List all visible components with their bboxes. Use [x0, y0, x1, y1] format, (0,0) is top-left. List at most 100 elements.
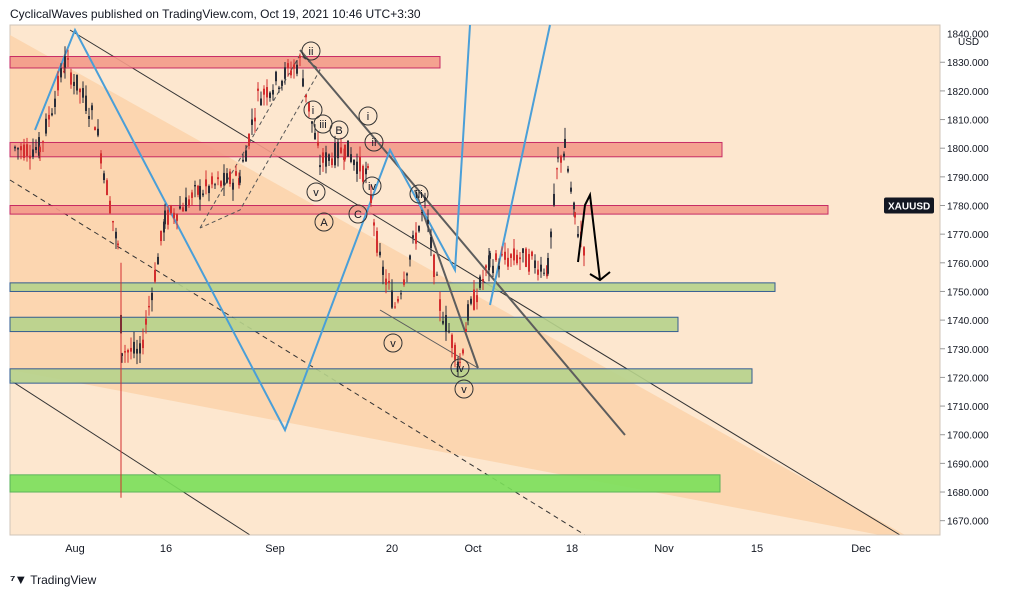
wave-label-circle	[454, 379, 474, 399]
candle-body	[60, 68, 62, 78]
candle-body	[340, 147, 342, 153]
candle-body	[325, 152, 327, 167]
candle-body	[344, 144, 346, 160]
wave-label: i	[367, 111, 369, 123]
candle-body	[73, 81, 75, 86]
candle-body	[379, 251, 381, 256]
candle-body	[540, 264, 542, 272]
candle-body	[160, 230, 162, 242]
candle-body	[130, 347, 132, 352]
candle-body	[57, 75, 59, 91]
candle-body	[272, 89, 274, 95]
candle-body	[311, 121, 313, 124]
wave-label: v	[461, 384, 467, 396]
y-tick-label: 1680.000	[947, 488, 989, 499]
forecast-arrow	[577, 191, 611, 282]
candle-body	[488, 255, 490, 271]
candle-body	[76, 74, 78, 91]
candle-body	[164, 210, 166, 225]
candle-body	[94, 127, 96, 131]
candle-body	[522, 248, 524, 253]
last-price-tag: XAUUSD	[884, 197, 934, 214]
candle-body	[448, 330, 450, 333]
y-tick-label: 1810.000	[947, 116, 989, 127]
wave-label: iv	[456, 363, 464, 375]
candle-body	[54, 98, 56, 107]
candle-body	[498, 265, 500, 270]
candle-body	[525, 248, 527, 267]
candle-body	[577, 233, 579, 237]
candle-body	[421, 211, 423, 213]
wave-label-circle	[329, 120, 349, 140]
wave-label: A	[320, 217, 328, 229]
candle-body	[359, 156, 361, 172]
y-tick-label: 1740.000	[947, 316, 989, 327]
wave-label: ii	[309, 46, 314, 58]
candle-body	[473, 289, 475, 310]
candle-body	[167, 209, 169, 225]
candle-body	[451, 334, 453, 348]
candle-body	[148, 305, 150, 308]
candle-body	[482, 278, 484, 282]
strong_support-zone	[9, 474, 721, 493]
trend-line-wave	[414, 189, 479, 369]
candle-body	[476, 295, 478, 303]
y-tick-label: 1670.000	[947, 517, 989, 528]
candle-body	[485, 265, 487, 268]
x-tick-label: Sep	[265, 543, 285, 555]
candle-body	[418, 225, 420, 232]
forecast-path	[577, 191, 601, 281]
candle-body	[205, 179, 207, 187]
y-tick-label: 1730.000	[947, 345, 989, 356]
candle-body	[537, 269, 539, 275]
currency-label: USD	[958, 37, 979, 48]
support-zone	[9, 316, 679, 333]
publisher-header: CyclicalWaves published on TradingView.c…	[10, 7, 421, 21]
candle-body	[127, 350, 129, 353]
candle-body	[501, 254, 503, 256]
wave-label-circle	[362, 176, 382, 196]
footer-brand: TradingView	[30, 572, 97, 587]
candle-body	[556, 168, 558, 170]
y-tick-label: 1710.000	[947, 402, 989, 413]
candle-body	[176, 213, 178, 221]
resistance-zone	[9, 56, 441, 69]
wave-label: v	[313, 187, 319, 199]
candle-body	[412, 235, 414, 238]
candle-body	[266, 87, 268, 98]
candle-body	[516, 254, 518, 264]
y-tick-label: 1760.000	[947, 259, 989, 270]
candle-body	[100, 153, 102, 164]
wave-label-circle	[383, 333, 403, 353]
candle-body	[226, 173, 228, 183]
candle-body	[513, 248, 515, 261]
candle-body	[275, 71, 277, 82]
candle-body	[528, 254, 530, 272]
resistance-zone	[9, 141, 723, 158]
candle-body	[353, 160, 355, 166]
candle-body	[305, 94, 307, 98]
candle-body	[406, 273, 408, 276]
candle-body	[121, 353, 123, 356]
candle-body	[14, 146, 16, 149]
candle-body	[211, 176, 213, 185]
candle-body	[39, 147, 41, 153]
candle-body	[251, 119, 253, 125]
candle-body	[26, 144, 28, 157]
candle-body	[117, 243, 119, 246]
candle-body	[385, 278, 387, 285]
trend-line-main	[299, 49, 626, 436]
candle-body	[382, 266, 384, 275]
candle-body	[391, 290, 393, 308]
candle-body	[106, 180, 108, 196]
candle-body	[470, 298, 472, 304]
candle-body	[248, 134, 250, 146]
candle-body	[242, 159, 244, 162]
candle-body	[563, 153, 565, 157]
candle-body	[367, 166, 369, 168]
candle-body	[208, 185, 210, 194]
wave-label-circle	[450, 358, 470, 378]
candle-body	[63, 71, 65, 73]
